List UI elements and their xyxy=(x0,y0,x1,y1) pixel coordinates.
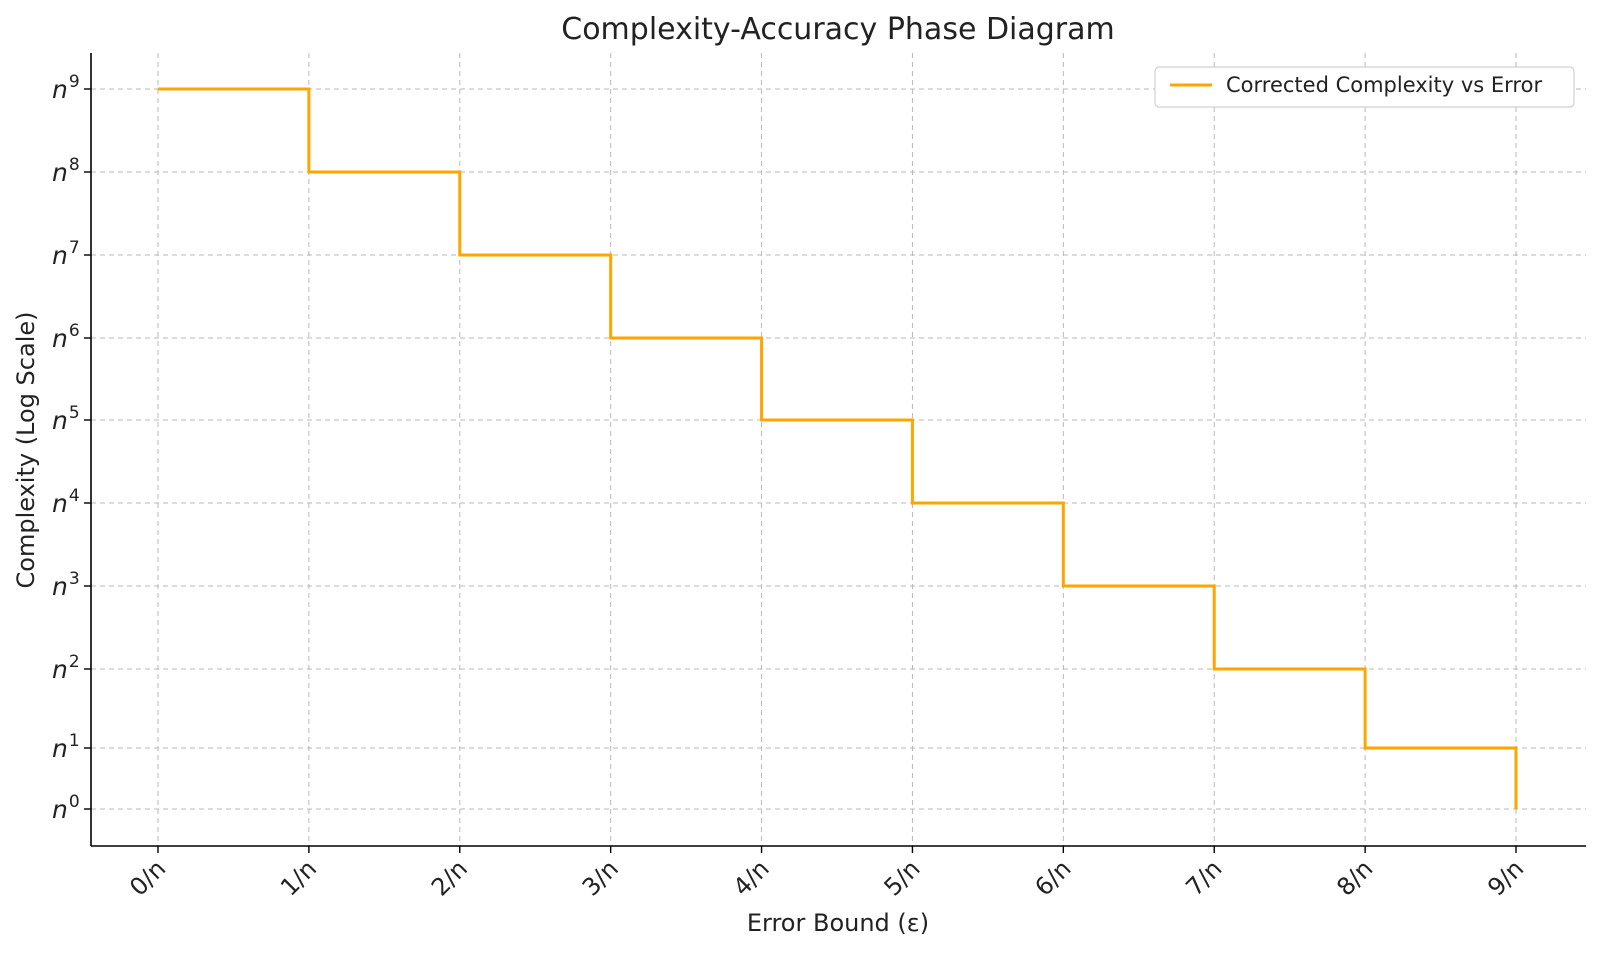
y-tick-label: n8 xyxy=(52,155,80,187)
axes xyxy=(90,53,1586,847)
x-tick-label: 6/n xyxy=(1029,854,1076,901)
y-axis-label: Complexity (Log Scale) xyxy=(12,312,40,589)
y-tick-label: n5 xyxy=(52,403,80,435)
y-tick-label: n7 xyxy=(52,238,80,270)
series-line xyxy=(158,87,1518,809)
x-tick-label: 1/n xyxy=(275,854,322,901)
x-tick-label: 9/n xyxy=(1482,854,1529,901)
y-tick-label: n4 xyxy=(52,486,80,518)
y-axis-ticks: n0 n1 n2 n3 n4 n5 n6 n7 n8 n9 xyxy=(52,72,91,824)
x-tick-label: 8/n xyxy=(1331,854,1378,901)
y-tick-label: n3 xyxy=(52,569,80,601)
x-tick-label: 2/n xyxy=(426,854,473,901)
y-tick-label: n2 xyxy=(52,652,80,684)
chart-title: Complexity-Accuracy Phase Diagram xyxy=(561,12,1115,47)
x-tick-label: 4/n xyxy=(728,854,775,901)
x-tick-label: 5/n xyxy=(879,854,926,901)
y-tick-label: n0 xyxy=(52,792,80,824)
legend-box xyxy=(1154,66,1575,108)
y-tick-label: n9 xyxy=(52,72,80,104)
x-tick-label: 3/n xyxy=(577,854,624,901)
legend-label: Corrected Complexity vs Error xyxy=(1226,73,1542,97)
x-axis-label: Error Bound (ε) xyxy=(747,909,929,937)
series-layer xyxy=(158,87,1518,809)
x-tick-label: 0/n xyxy=(124,854,171,901)
x-axis-ticks: 0/n 1/n 2/n 3/n 4/n 5/n 6/n 7/n 8/n 9/n xyxy=(124,846,1529,902)
y-tick-label: n6 xyxy=(52,321,80,353)
legend: Corrected Complexity vs Error xyxy=(1154,66,1575,108)
x-tick-label: 7/n xyxy=(1180,854,1227,901)
y-tick-label: n1 xyxy=(52,731,80,763)
